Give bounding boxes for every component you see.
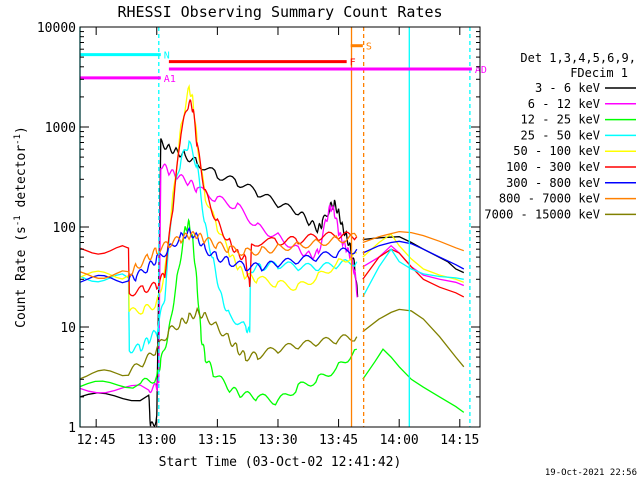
series-300-800-kev-line [79, 226, 358, 284]
tail-7000-15000-kev-line [362, 308, 465, 368]
tail-12-25-kev-line [362, 348, 465, 413]
y-tick-label: 100 [53, 221, 76, 236]
x-tick-label: 13:00 [137, 433, 176, 448]
series-lines [79, 83, 465, 427]
y-axis-label-mid: detector [14, 145, 29, 216]
legend-title-line1: Det 1,3,4,5,6,9, [520, 51, 636, 65]
tail-800-7000-kev-line [362, 230, 465, 252]
legend-label: 7000 - 15000 keV [484, 207, 600, 221]
flag-bars: N F AD A1 S [80, 42, 487, 85]
series-3-6-kev-line [79, 138, 359, 427]
series-6-12-kev-line [79, 163, 358, 394]
flag-n-label: N [164, 51, 170, 62]
y-axis-label: Count Rate (s-1 detector-1) [13, 126, 29, 328]
series-800-7000-kev-line [79, 230, 358, 279]
flag-ad-label: AD [475, 65, 487, 76]
y-tick-label: 10000 [37, 21, 76, 36]
y-axis-label-end: ) [14, 126, 29, 134]
tail-100-300-kev-line [362, 248, 465, 298]
x-tick-label: 13:30 [258, 433, 297, 448]
x-tick-label: 14:00 [380, 433, 419, 448]
legend-label: 300 - 800 keV [506, 176, 600, 190]
flag-f-label: F [350, 58, 356, 69]
tail-25-50-kev-line [362, 248, 464, 298]
flag-s-label: S [366, 42, 372, 53]
chart-title: RHESSI Observing Summary Count Rates [117, 3, 442, 21]
legend-label: 100 - 300 keV [506, 160, 600, 174]
flag-a1-label: A1 [164, 74, 176, 85]
x-tick-label: 13:45 [319, 433, 358, 448]
axes: 12:45 13:00 13:15 13:30 13:45 14:00 14:15 1 10 10… [37, 21, 481, 448]
y-tick-label: 1000 [45, 121, 76, 136]
legend-title-line2: FDecim 1 [570, 66, 628, 80]
legend-label: 50 - 100 keV [513, 144, 600, 158]
legend-label: 6 - 12 keV [528, 97, 600, 111]
render-timestamp: 19-Oct-2021 22:56 [545, 468, 637, 478]
plot-background [80, 27, 480, 427]
y-axis-label-sup2: -1 [13, 134, 23, 145]
tail-300-800-kev-line [362, 240, 465, 270]
x-tick-label: 13:15 [198, 433, 237, 448]
x-axis-label: Start Time (03-Oct-02 12:41:42) [159, 455, 402, 470]
x-tick-label: 12:45 [77, 433, 116, 448]
series-7000-15000-kev-line [79, 306, 358, 380]
y-axis-label-sup1: -1 [13, 215, 23, 226]
series-100-300-kev-line [79, 98, 358, 297]
legend-label: 12 - 25 keV [521, 113, 600, 127]
y-tick-label: 10 [60, 321, 76, 336]
y-tick-label: 1 [68, 421, 76, 436]
series-25-50-kev-line [79, 139, 358, 354]
legend-label: 800 - 7000 keV [499, 192, 600, 206]
y-axis-label-main: Count Rate (s [14, 226, 29, 328]
plot-area [80, 27, 480, 427]
legend-label: 3 - 6 keV [535, 81, 600, 95]
series-12-25-kev-line [79, 218, 357, 406]
legend-label: 25 - 50 keV [521, 128, 600, 142]
x-tick-label: 14:15 [440, 433, 479, 448]
